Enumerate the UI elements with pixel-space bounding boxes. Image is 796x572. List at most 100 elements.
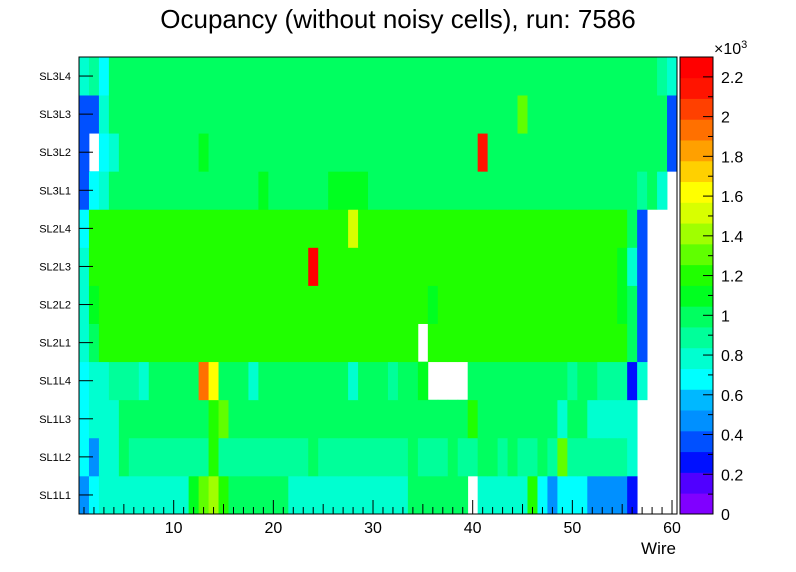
heatmap-cell — [467, 95, 479, 134]
heatmap-cell — [358, 285, 369, 324]
heatmap-cell — [477, 285, 489, 324]
heatmap-cell — [218, 475, 229, 515]
heatmap-cell — [198, 209, 209, 248]
heatmap-cell — [328, 323, 339, 363]
heatmap-cell — [427, 399, 439, 439]
heatmap-cell — [467, 57, 479, 96]
heatmap-cell — [587, 171, 598, 210]
heatmap-cell — [497, 209, 508, 248]
heatmap-cell — [178, 285, 190, 324]
heatmap-cell — [657, 133, 668, 172]
heatmap-cell — [378, 361, 389, 401]
heatmap-cell — [228, 247, 239, 286]
heatmap-cell — [278, 57, 289, 96]
color-scale-tick-label: 2 — [721, 110, 730, 127]
heatmap-cell — [358, 475, 369, 515]
heatmap-cell — [447, 399, 459, 439]
heatmap-cell — [238, 285, 249, 324]
heatmap-cell — [487, 133, 498, 172]
heatmap-cell — [368, 247, 379, 286]
heatmap-cell — [397, 247, 409, 286]
heatmap-cell — [288, 399, 299, 439]
x-axis-ticks: 10 20 30 40 50 60 — [165, 520, 681, 537]
heatmap-cell — [607, 57, 618, 96]
heatmap-cell — [318, 361, 329, 401]
heatmap-cell — [427, 95, 439, 134]
heatmap-cell — [597, 361, 608, 401]
heatmap-cell — [397, 209, 409, 248]
heatmap-cell — [587, 133, 598, 172]
heatmap-cell — [447, 133, 459, 172]
heatmap-cell — [118, 437, 130, 477]
heatmap-cell — [168, 171, 180, 210]
heatmap-cell — [88, 247, 100, 286]
heatmap-cell — [557, 323, 568, 363]
heatmap-cell — [567, 171, 578, 210]
heatmap-cell — [308, 285, 319, 324]
heatmap-cell — [268, 95, 279, 134]
heatmap-cell — [268, 171, 279, 210]
heatmap-cell — [407, 399, 419, 439]
heatmap-cell — [238, 361, 249, 401]
heatmap-cell — [397, 361, 409, 401]
heatmap-cell — [168, 399, 180, 439]
heatmap-cell — [358, 361, 369, 401]
heatmap-cell — [637, 285, 648, 324]
heatmap-cell — [437, 437, 449, 477]
heatmap-cell — [318, 323, 329, 363]
heatmap-cell — [328, 361, 339, 401]
color-scale-tick-label: 0.2 — [721, 467, 743, 484]
heatmap-cell — [248, 323, 259, 363]
heatmap-cell — [168, 361, 180, 401]
color-scale-step — [680, 410, 713, 432]
heatmap-cell — [507, 475, 518, 515]
heatmap-cell — [617, 171, 628, 210]
heatmap-cell — [407, 285, 419, 324]
heatmap-cell — [348, 57, 359, 96]
heatmap-cell — [148, 361, 160, 401]
heatmap-cell — [567, 437, 578, 477]
heatmap-cell — [597, 437, 608, 477]
heatmap-cell — [597, 399, 608, 439]
heatmap-cell — [188, 475, 199, 515]
heatmap-cell — [667, 133, 678, 172]
heatmap-cell — [128, 95, 140, 134]
heatmap-cell — [447, 437, 459, 477]
heatmap-cell — [158, 437, 170, 477]
heatmap-cell — [188, 57, 199, 96]
heatmap-cell — [348, 437, 359, 477]
heatmap-cell — [188, 95, 199, 134]
heatmap-cell — [168, 209, 180, 248]
color-scale-step — [680, 306, 713, 328]
heatmap-cell — [537, 95, 548, 134]
heatmap-cell — [208, 323, 219, 363]
color-scale-step — [680, 347, 713, 369]
heatmap-cell — [358, 57, 369, 96]
heatmap-cell — [318, 247, 329, 286]
heatmap-cell — [597, 475, 608, 515]
heatmap-cell — [118, 209, 130, 248]
heatmap-cell — [168, 133, 180, 172]
heatmap-cell — [507, 437, 518, 477]
heatmap-cell — [298, 361, 309, 401]
heatmap-cell — [228, 361, 239, 401]
heatmap-cell — [547, 95, 558, 134]
heatmap-cell — [328, 171, 339, 210]
heatmap-cell — [288, 133, 299, 172]
heatmap-cell — [397, 437, 409, 477]
heatmap-cell — [178, 247, 190, 286]
heatmap-cell — [248, 57, 259, 96]
heatmap-cell — [348, 209, 359, 248]
heatmap-cell — [258, 133, 269, 172]
heatmap-cell — [407, 133, 419, 172]
heatmap-cell — [138, 285, 150, 324]
heatmap-cell — [278, 95, 289, 134]
color-scale-tick-label: 1.8 — [721, 149, 743, 166]
heatmap-cell — [467, 361, 479, 401]
heatmap-cell — [98, 209, 110, 248]
heatmap-cell — [88, 361, 100, 401]
heatmap-cell — [437, 399, 449, 439]
heatmap-cell — [308, 323, 319, 363]
heatmap-cell — [358, 95, 369, 134]
color-scale-step — [680, 389, 713, 411]
